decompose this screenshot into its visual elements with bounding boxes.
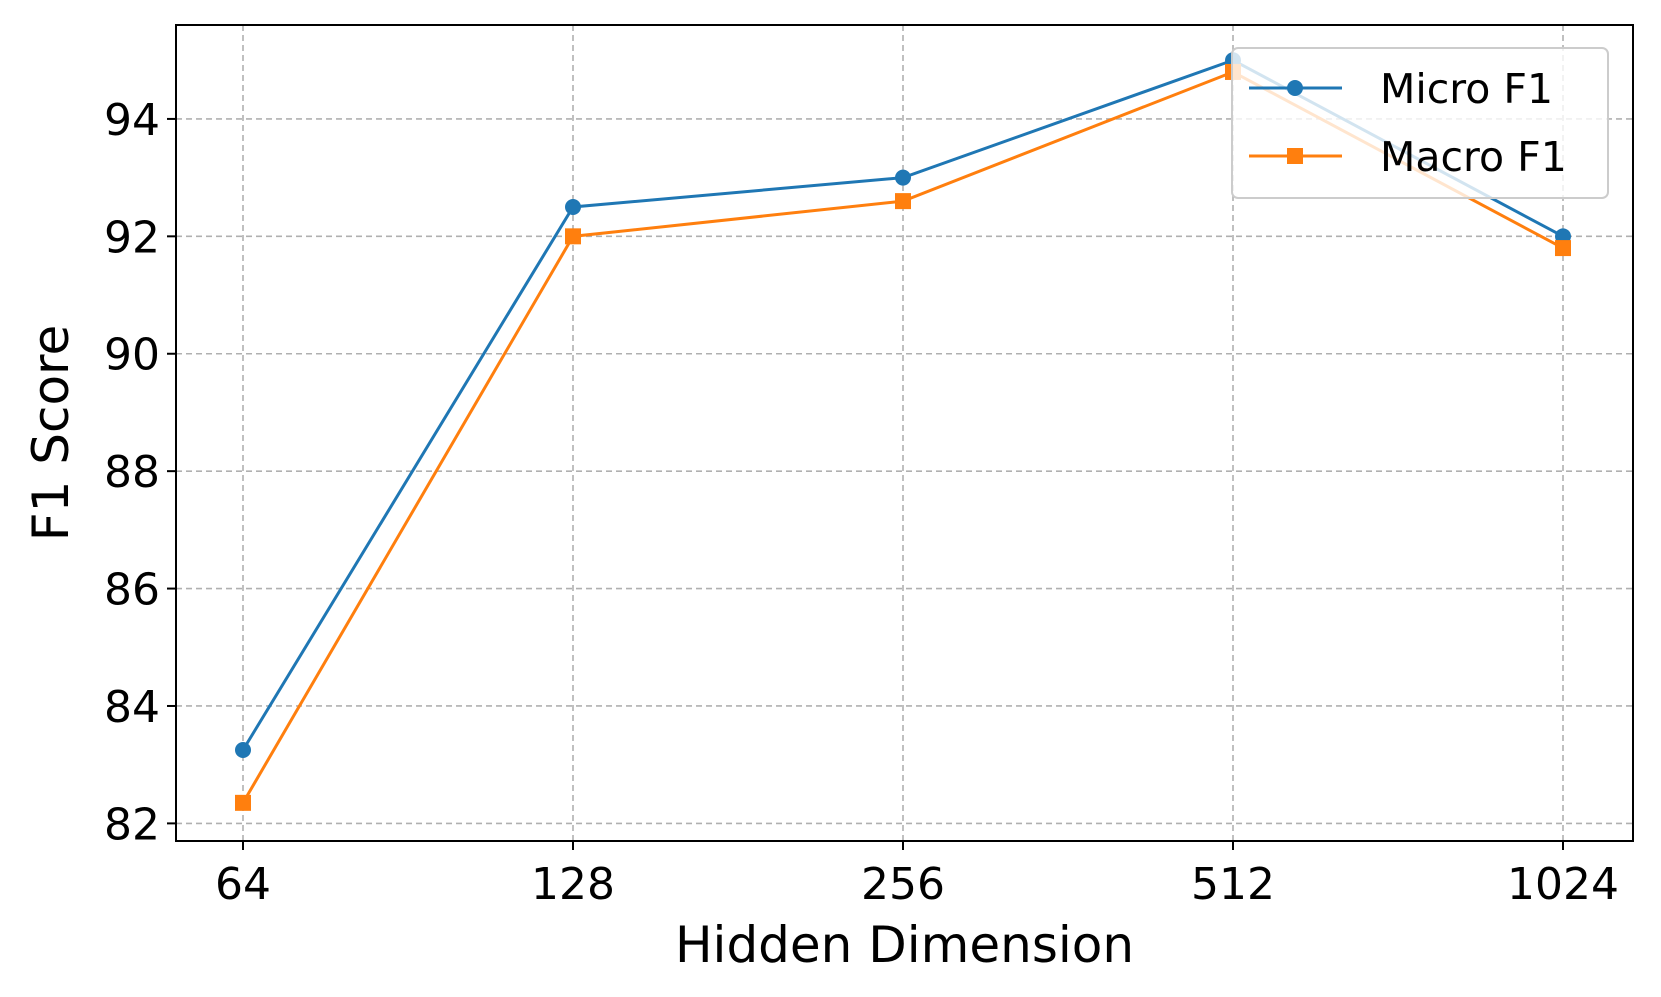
legend-marker: [1287, 148, 1303, 164]
x-tick-label: 128: [531, 859, 615, 910]
data-point: [565, 198, 581, 215]
data-point: [235, 794, 251, 811]
legend: Micro F1 Macro F1: [1231, 47, 1609, 199]
y-tick-label: 92: [104, 212, 160, 263]
y-tick-label: 86: [104, 565, 160, 616]
legend-label: Micro F1: [1380, 65, 1553, 113]
y-tick-label: 90: [104, 330, 160, 381]
x-axis-label: Hidden Dimension: [675, 916, 1134, 974]
x-tick-label: 256: [861, 859, 945, 910]
legend-label: Macro F1: [1380, 133, 1567, 181]
y-axis-label: F1 Score: [22, 325, 80, 542]
x-tick-label: 64: [215, 859, 271, 910]
data-point: [235, 742, 251, 759]
axis-ticks: 64 128 256 512 1024 82 84 86 88 90 92 94: [104, 95, 1619, 910]
plot-frame: [175, 24, 1634, 842]
legend-marker: [1287, 80, 1303, 96]
y-tick-label: 82: [104, 799, 160, 850]
x-tick-label: 1024: [1507, 859, 1619, 910]
data-point: [1555, 240, 1571, 257]
data-point: [895, 169, 911, 186]
y-tick-label: 94: [104, 95, 160, 146]
data-point: [565, 228, 581, 245]
y-tick-label: 88: [104, 447, 160, 498]
y-tick-label: 84: [104, 682, 160, 733]
data-point: [895, 193, 911, 210]
x-tick-label: 512: [1191, 859, 1275, 910]
legend-box: [1231, 47, 1609, 199]
